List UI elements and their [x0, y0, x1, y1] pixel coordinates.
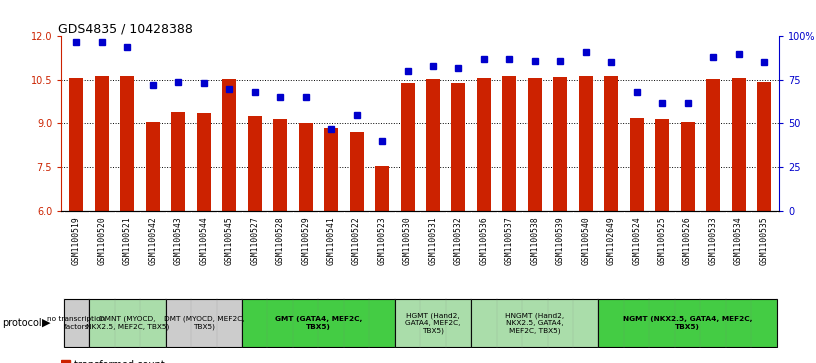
Text: HNGMT (Hand2,
NKX2.5, GATA4,
MEF2C, TBX5): HNGMT (Hand2, NKX2.5, GATA4, MEF2C, TBX5…	[505, 312, 565, 334]
Text: NGMT (NKX2.5, GATA4, MEF2C,
TBX5): NGMT (NKX2.5, GATA4, MEF2C, TBX5)	[623, 316, 752, 330]
Bar	[401, 83, 415, 211]
Text: no transcription
factors: no transcription factors	[47, 316, 105, 330]
Bar	[324, 128, 338, 211]
Bar	[273, 119, 287, 211]
Bar	[299, 123, 313, 211]
Text: GSM1100530: GSM1100530	[403, 216, 412, 265]
Text: GSM1100526: GSM1100526	[683, 216, 692, 265]
Bar	[349, 131, 364, 211]
Bar	[630, 118, 644, 211]
Bar	[426, 79, 440, 211]
Text: GSM1100538: GSM1100538	[530, 216, 539, 265]
Text: GSM1100541: GSM1100541	[326, 216, 335, 265]
Text: GSM1100528: GSM1100528	[276, 216, 285, 265]
Bar	[375, 166, 389, 211]
FancyBboxPatch shape	[471, 299, 598, 347]
Text: GSM1100532: GSM1100532	[454, 216, 463, 265]
Text: GSM1100545: GSM1100545	[224, 216, 233, 265]
Bar	[61, 360, 70, 363]
Bar	[69, 78, 83, 211]
Bar	[477, 78, 491, 211]
Bar	[146, 122, 160, 211]
Text: protocol: protocol	[2, 318, 42, 328]
Text: DMT (MYOCD, MEF2C,
TBX5): DMT (MYOCD, MEF2C, TBX5)	[163, 316, 244, 330]
FancyBboxPatch shape	[64, 299, 89, 347]
Text: GMT (GATA4, MEF2C,
TBX5): GMT (GATA4, MEF2C, TBX5)	[275, 316, 362, 330]
FancyBboxPatch shape	[166, 299, 242, 347]
Bar	[528, 78, 542, 211]
Text: GSM1100523: GSM1100523	[378, 216, 387, 265]
Bar	[757, 82, 771, 211]
Text: GSM1100525: GSM1100525	[658, 216, 667, 265]
Bar	[681, 122, 694, 211]
Text: GSM1100531: GSM1100531	[428, 216, 437, 265]
Text: GSM1100542: GSM1100542	[149, 216, 157, 265]
Bar	[197, 113, 211, 211]
Text: GSM1100521: GSM1100521	[123, 216, 132, 265]
Bar	[248, 115, 262, 211]
Bar	[553, 77, 567, 211]
Text: GSM1100535: GSM1100535	[760, 216, 769, 265]
Text: GSM1100520: GSM1100520	[97, 216, 106, 265]
Text: DMNT (MYOCD,
NKX2.5, MEF2C, TBX5): DMNT (MYOCD, NKX2.5, MEF2C, TBX5)	[86, 316, 169, 330]
Text: HGMT (Hand2,
GATA4, MEF2C,
TBX5): HGMT (Hand2, GATA4, MEF2C, TBX5)	[406, 312, 461, 334]
Bar	[579, 76, 592, 211]
Text: GSM1100533: GSM1100533	[708, 216, 717, 265]
Text: GSM1100540: GSM1100540	[581, 216, 590, 265]
FancyBboxPatch shape	[242, 299, 395, 347]
Text: GSM1100519: GSM1100519	[72, 216, 81, 265]
Bar	[171, 113, 185, 211]
Text: GSM1100544: GSM1100544	[199, 216, 208, 265]
FancyBboxPatch shape	[395, 299, 471, 347]
Bar	[706, 79, 720, 211]
Text: GSM1102649: GSM1102649	[607, 216, 616, 265]
Text: GSM1100537: GSM1100537	[505, 216, 514, 265]
Text: GSM1100536: GSM1100536	[479, 216, 489, 265]
Text: GSM1100529: GSM1100529	[301, 216, 310, 265]
Bar	[451, 83, 465, 211]
Text: GSM1100539: GSM1100539	[556, 216, 565, 265]
Bar	[731, 78, 746, 211]
Text: ▶: ▶	[42, 318, 51, 328]
Text: GSM1100534: GSM1100534	[734, 216, 743, 265]
Text: GSM1100524: GSM1100524	[632, 216, 641, 265]
FancyBboxPatch shape	[598, 299, 777, 347]
Text: GSM1100527: GSM1100527	[251, 216, 259, 265]
Bar	[95, 76, 109, 211]
Bar	[121, 76, 135, 211]
Bar	[604, 76, 619, 211]
Bar	[655, 119, 669, 211]
Text: GSM1100543: GSM1100543	[174, 216, 183, 265]
Text: GSM1100522: GSM1100522	[352, 216, 361, 265]
Bar	[222, 79, 237, 211]
FancyBboxPatch shape	[89, 299, 166, 347]
Text: GDS4835 / 10428388: GDS4835 / 10428388	[58, 22, 193, 35]
Text: transformed count: transformed count	[74, 360, 165, 363]
Bar	[503, 76, 517, 211]
